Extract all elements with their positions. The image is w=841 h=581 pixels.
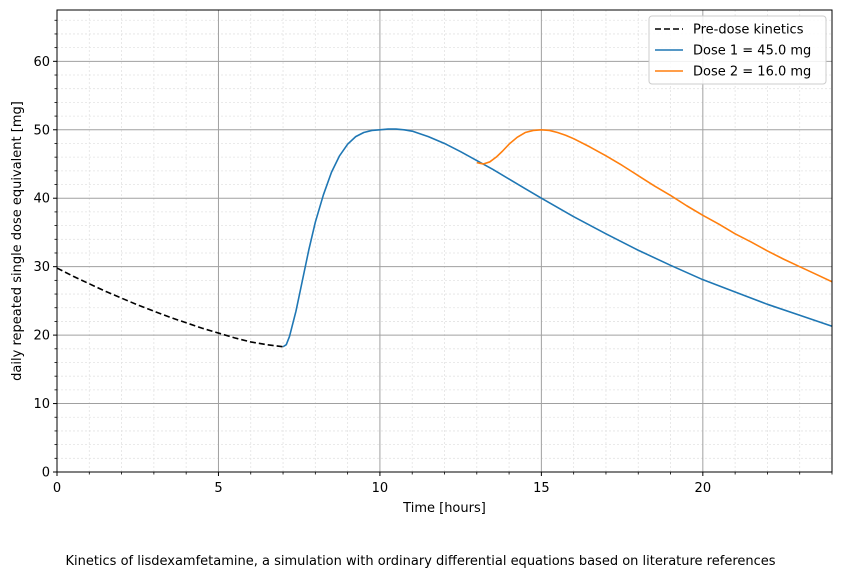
y-tick-label: 20 <box>33 329 50 344</box>
x-tick-label: 10 <box>372 481 389 496</box>
legend-label-1: Pre-dose kinetics <box>693 23 804 38</box>
y-tick-label: 40 <box>33 192 50 207</box>
legend-box <box>648 15 827 85</box>
x-tick-label: 20 <box>695 481 712 496</box>
legend-label-3: Dose 2 = 16.0 mg <box>693 65 811 80</box>
series-line-1 <box>57 267 284 348</box>
y-axis-label: daily repeated single dose equivalent [m… <box>10 101 25 381</box>
x-tick-label: 15 <box>533 481 550 496</box>
legend-label-2: Dose 1 = 45.0 mg <box>693 44 811 59</box>
x-axis-label: Time [hours] <box>402 501 486 516</box>
series-layer <box>57 128 832 348</box>
axis-ticks: 0 5 10 15 20 0 10 20 30 40 50 60 <box>33 19 833 496</box>
y-tick-label: 0 <box>42 466 50 481</box>
y-tick-label: 60 <box>33 55 50 70</box>
x-tick-label: 5 <box>214 481 222 496</box>
y-tick-label: 10 <box>33 397 50 412</box>
legend: Pre-dose kinetics Dose 1 = 45.0 mg Dose 2 … <box>648 15 827 85</box>
y-tick-label: 50 <box>33 123 50 138</box>
figure-caption: Kinetics of lisdexamfetamine, a simulati… <box>65 554 776 569</box>
chart: 0 5 10 15 20 0 10 20 30 40 50 60 Time [hours] daily… <box>10 9 833 516</box>
x-tick-label: 0 <box>53 481 61 496</box>
y-tick-label: 30 <box>33 260 50 275</box>
series-line-3 <box>476 128 832 283</box>
series-line-2 <box>282 128 832 348</box>
